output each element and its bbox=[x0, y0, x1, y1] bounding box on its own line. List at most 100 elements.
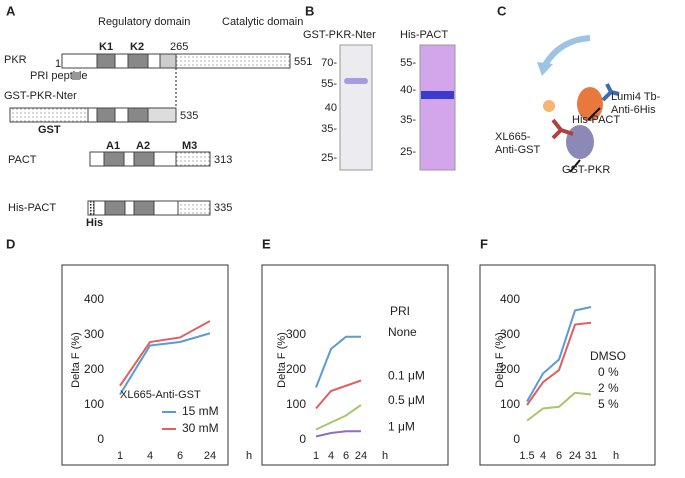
line bbox=[315, 335, 361, 388]
plot-frame bbox=[479, 264, 656, 466]
band bbox=[344, 78, 368, 84]
x-tick-label: 1 bbox=[117, 450, 123, 462]
legend-label: 2 % bbox=[598, 381, 619, 395]
legend-label: 15 mM bbox=[182, 404, 219, 418]
x-tick-label: 6 bbox=[343, 450, 349, 462]
domain bbox=[104, 200, 126, 216]
x-tick-label: 24 bbox=[355, 450, 367, 462]
line bbox=[526, 321, 592, 406]
pointer bbox=[587, 107, 601, 121]
label: Regulatory domain bbox=[98, 16, 190, 28]
series-label: 0.5 μM bbox=[388, 393, 425, 407]
x-axis-label: h bbox=[382, 450, 388, 462]
y-axis-label: Delta F (%) bbox=[70, 332, 82, 388]
label: 335 bbox=[214, 202, 232, 214]
y-tick-label: 300 bbox=[500, 327, 520, 341]
x-tick-label: 4 bbox=[540, 450, 546, 462]
y-tick-label: 100 bbox=[500, 397, 520, 411]
x-tick-label: 24 bbox=[569, 450, 581, 462]
antibody bbox=[601, 83, 620, 102]
y-tick-label: 300 bbox=[84, 327, 104, 341]
label: 535 bbox=[180, 110, 198, 122]
y-tick-label: 200 bbox=[84, 362, 104, 376]
domain bbox=[9, 107, 89, 123]
peptide bbox=[72, 72, 80, 80]
gel bbox=[419, 44, 456, 171]
legend-label: 30 mM bbox=[182, 421, 219, 435]
line bbox=[315, 404, 362, 431]
gels: GST-PKR-Nter 70- 55- 40 35- 25- His-PACT… bbox=[303, 29, 456, 171]
domain bbox=[96, 53, 116, 69]
y-tick-label: 100 bbox=[84, 397, 104, 411]
series-label: None bbox=[388, 325, 417, 339]
domain bbox=[175, 53, 291, 69]
line bbox=[119, 320, 211, 387]
y-axis-label: Delta F (%) bbox=[276, 332, 288, 388]
x-tick-label: 6 bbox=[177, 450, 183, 462]
legend-label: 0 % bbox=[598, 365, 619, 379]
label: K2 bbox=[130, 41, 144, 53]
domain bbox=[96, 107, 116, 123]
marker: 55- bbox=[321, 78, 337, 90]
marker: 25- bbox=[400, 146, 416, 158]
domain bbox=[177, 200, 211, 216]
domain-diagram: Regulatory domain Catalytic domain PKR 1… bbox=[4, 16, 312, 229]
domain bbox=[103, 151, 125, 167]
y-tick-label: 0 bbox=[97, 432, 104, 446]
y-tick-label: 400 bbox=[500, 292, 520, 306]
panel-letter: A bbox=[6, 3, 16, 18]
legend-label: 5 % bbox=[598, 397, 619, 411]
label: GST bbox=[38, 124, 61, 136]
label: A2 bbox=[136, 140, 150, 152]
line bbox=[315, 379, 362, 410]
plot-frame bbox=[261, 264, 449, 466]
label: 313 bbox=[214, 154, 232, 166]
x-tick-label: 24 bbox=[204, 450, 216, 462]
marker: 40- bbox=[400, 84, 416, 96]
domain bbox=[127, 107, 149, 123]
y-tick-label: 0 bbox=[513, 432, 520, 446]
pointer bbox=[569, 159, 581, 173]
band bbox=[421, 91, 454, 99]
domain bbox=[159, 53, 177, 69]
y-tick-label: 200 bbox=[500, 362, 520, 376]
domain bbox=[133, 151, 155, 167]
marker: 35- bbox=[321, 123, 337, 135]
x-axis-label: h bbox=[613, 450, 619, 462]
label: His bbox=[86, 217, 103, 229]
label: M3 bbox=[182, 140, 197, 152]
label: GST-PKR bbox=[562, 164, 610, 176]
antibody bbox=[551, 118, 574, 140]
arrow bbox=[542, 35, 591, 67]
marker: 25- bbox=[321, 152, 337, 164]
label: Lumi4 Tb- bbox=[611, 91, 661, 103]
x-tick-label: 1 bbox=[313, 450, 319, 462]
marker: 55- bbox=[400, 57, 416, 69]
plot-frame bbox=[61, 264, 229, 466]
y-tick-label: 100 bbox=[286, 397, 306, 411]
xl665 bbox=[543, 100, 555, 112]
x-tick-label: 4 bbox=[147, 450, 153, 462]
y-tick-label: 400 bbox=[84, 292, 104, 306]
assay-scheme: Lumi4 Tb- Anti-6His His-PACT XL665- Anti… bbox=[495, 35, 661, 176]
line bbox=[526, 306, 592, 402]
label: GST-PKR-Nter bbox=[4, 90, 77, 102]
panel-letter: C bbox=[497, 3, 507, 18]
panel-letter: D bbox=[6, 236, 15, 251]
lane-label: His-PACT bbox=[400, 29, 448, 41]
series-label: 1 μM bbox=[388, 419, 415, 433]
y-tick-label: 200 bbox=[286, 362, 306, 376]
line bbox=[526, 391, 592, 422]
arrow-head bbox=[537, 62, 553, 76]
label: 551 bbox=[294, 56, 312, 68]
label: PKR bbox=[4, 54, 27, 66]
gel bbox=[339, 44, 373, 171]
x-axis-label: h bbox=[246, 450, 252, 462]
label: Anti-6His bbox=[611, 104, 656, 116]
marker: 40 bbox=[325, 102, 337, 114]
x-tick-label: 1.5 bbox=[519, 450, 534, 462]
series-label: 0.1 μM bbox=[388, 369, 425, 383]
legend-title: PRI bbox=[390, 304, 410, 318]
marker: 70- bbox=[321, 57, 337, 69]
gst-pkr bbox=[566, 125, 594, 159]
